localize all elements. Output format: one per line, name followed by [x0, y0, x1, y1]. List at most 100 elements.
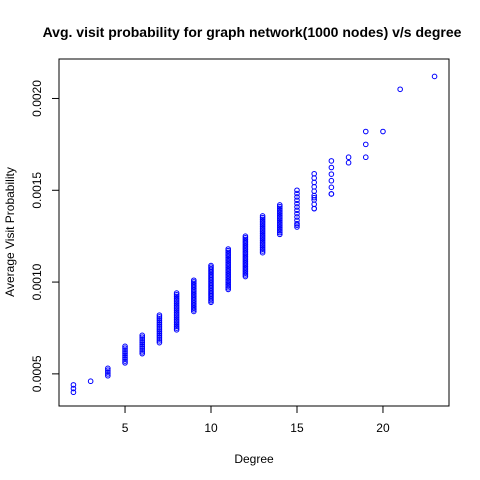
data-point	[122, 358, 128, 364]
x-axis: 5 10 15 20	[122, 405, 390, 435]
data-point	[259, 239, 266, 245]
data-point	[173, 313, 180, 319]
data-point	[105, 369, 111, 375]
data-point	[122, 354, 128, 361]
data-point	[139, 347, 146, 353]
data-point	[259, 230, 266, 237]
data-point	[294, 187, 300, 194]
data-point	[70, 385, 77, 392]
data-point	[276, 202, 283, 208]
data-point	[294, 197, 300, 204]
data-point	[345, 154, 352, 161]
data-point	[156, 332, 163, 339]
data-point	[156, 314, 163, 320]
data-point	[259, 228, 266, 235]
data-point	[70, 389, 77, 396]
data-point	[294, 222, 300, 228]
data-point	[294, 200, 300, 207]
data-point	[105, 372, 111, 379]
data-point	[294, 207, 300, 214]
data-point	[122, 350, 128, 357]
data-point	[294, 210, 300, 217]
data-point	[156, 339, 163, 346]
data-point	[173, 293, 180, 300]
data-point	[173, 300, 180, 307]
data-point	[139, 334, 146, 340]
y-tick-label: 0.0015	[30, 172, 44, 209]
data-point	[259, 216, 266, 223]
data-point	[328, 171, 335, 177]
data-point	[173, 297, 180, 303]
data-point	[362, 154, 369, 161]
data-point	[122, 352, 128, 359]
data-point	[259, 242, 266, 249]
x-tick-label: 20	[376, 421, 390, 435]
data-point	[156, 338, 163, 344]
data-point	[259, 220, 266, 226]
data-point	[328, 164, 335, 171]
data-point	[276, 205, 283, 212]
data-point	[276, 210, 283, 217]
data-point	[259, 244, 266, 251]
data-point	[139, 349, 146, 355]
data-point	[311, 194, 317, 201]
data-point	[225, 249, 232, 256]
data-point	[173, 306, 180, 312]
data-point	[259, 241, 266, 247]
data-point	[156, 325, 163, 331]
data-point	[276, 229, 283, 236]
data-point	[87, 378, 94, 385]
data-point	[242, 235, 249, 241]
data-point	[139, 336, 146, 342]
data-point	[173, 311, 180, 317]
data-point	[259, 246, 266, 252]
data-point	[276, 209, 283, 215]
data-point	[311, 205, 317, 212]
data-point	[328, 184, 335, 191]
data-point	[294, 214, 300, 220]
data-point	[173, 327, 180, 333]
data-point	[105, 367, 111, 374]
data-point	[294, 194, 300, 200]
data-point	[328, 177, 335, 184]
data-point	[156, 321, 163, 328]
data-point	[156, 334, 163, 340]
data-point	[259, 225, 266, 232]
data-point	[191, 277, 197, 284]
data-point	[173, 318, 180, 324]
data-point	[173, 290, 180, 296]
data-point	[105, 365, 111, 372]
data-point	[122, 343, 128, 350]
data-point	[259, 223, 266, 230]
data-point	[276, 214, 283, 220]
data-point	[173, 316, 180, 323]
data-point	[139, 345, 146, 351]
data-point	[139, 350, 146, 357]
data-point	[328, 191, 335, 197]
data-point	[156, 327, 163, 333]
data-point	[276, 203, 283, 210]
data-point	[156, 323, 163, 329]
data-point	[276, 219, 283, 226]
data-point	[70, 382, 77, 388]
data-points	[70, 73, 438, 396]
data-point	[276, 215, 283, 222]
data-point	[208, 265, 214, 272]
data-point	[259, 218, 266, 225]
data-point	[139, 341, 146, 348]
data-point	[156, 330, 163, 337]
data-point	[276, 228, 283, 234]
data-point	[173, 299, 180, 305]
data-point	[173, 304, 180, 310]
data-point	[276, 224, 283, 231]
data-point	[328, 158, 335, 164]
data-point	[276, 217, 283, 224]
x-axis-label: Degree	[234, 452, 274, 466]
data-point	[156, 315, 163, 322]
data-point	[259, 213, 266, 219]
data-point	[139, 338, 146, 344]
data-point	[242, 236, 249, 243]
x-tick-label: 10	[204, 421, 218, 435]
y-tick-label: 0.0020	[30, 80, 44, 117]
data-point	[122, 347, 128, 353]
